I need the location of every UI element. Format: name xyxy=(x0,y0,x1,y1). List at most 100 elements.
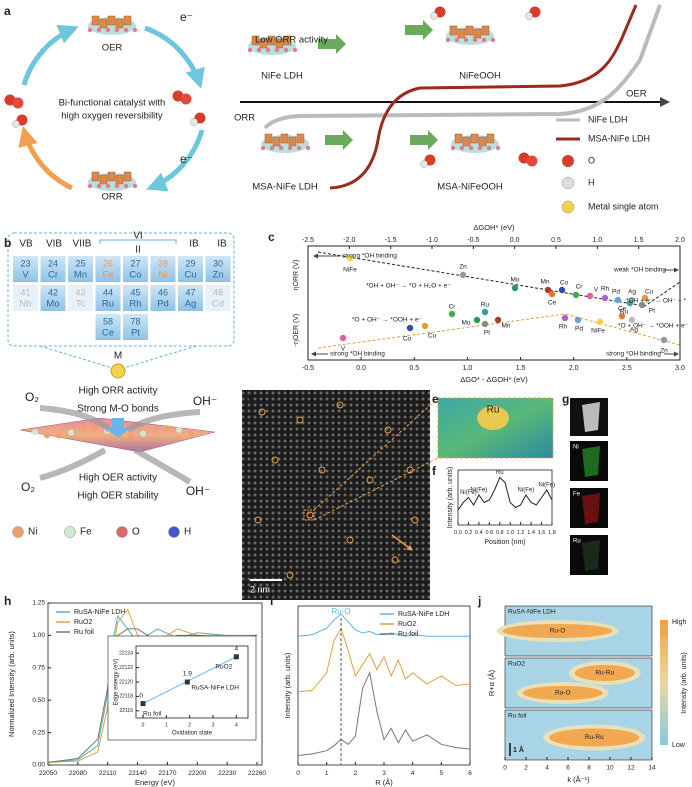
element-cell xyxy=(150,256,176,282)
label: Mo xyxy=(46,299,59,310)
element-cell xyxy=(123,314,148,340)
slab-atom xyxy=(188,430,194,437)
catalyst-atom xyxy=(114,183,120,189)
slab-atom xyxy=(80,425,86,432)
label: 22080 xyxy=(69,770,87,777)
label: Strong M-O bonds xyxy=(77,404,159,415)
catalyst-block xyxy=(115,18,124,29)
label: RuSA-NiFe LDH xyxy=(398,611,449,618)
label: RuO2 xyxy=(508,661,525,668)
label: 0.5 xyxy=(551,237,561,244)
element-point xyxy=(346,254,354,262)
eds-particle xyxy=(582,493,600,524)
panel-label: b xyxy=(4,236,11,250)
label: 28 xyxy=(158,258,168,268)
catalyst-atom xyxy=(132,27,138,33)
catalyst-atom xyxy=(283,47,289,53)
label: V xyxy=(594,287,599,294)
colorbar xyxy=(660,620,668,745)
annotation: Ni(Fe) xyxy=(518,488,535,494)
label: 24 xyxy=(48,258,58,268)
element-cell xyxy=(178,285,203,311)
element-point xyxy=(406,324,414,332)
catalyst-atom xyxy=(459,145,465,151)
label: Mo xyxy=(510,277,519,284)
label: Zn xyxy=(459,264,467,271)
slab-atom xyxy=(56,432,62,439)
catalyst-atom xyxy=(481,37,487,43)
catalyst-atom xyxy=(105,27,111,33)
element-point xyxy=(421,322,429,330)
catalyst-block xyxy=(251,35,260,46)
label: 0.8 xyxy=(496,530,504,536)
element-cell xyxy=(68,285,93,311)
label: 2 nm xyxy=(250,584,270,594)
point xyxy=(140,701,146,707)
catalyst-atom xyxy=(87,183,93,189)
catalyst-atom xyxy=(305,145,311,151)
label: -2.0 xyxy=(343,237,355,244)
label: 0 xyxy=(503,765,507,772)
curve xyxy=(263,4,662,130)
label: RuO2 xyxy=(398,621,416,628)
hydrogen xyxy=(430,12,438,20)
eds-particle xyxy=(582,446,600,477)
label: 1 xyxy=(325,770,329,777)
hydrogen xyxy=(525,12,533,20)
label: Pt xyxy=(131,328,140,339)
element-point xyxy=(601,294,609,302)
label: e⁻ xyxy=(180,10,193,24)
label: 12 xyxy=(627,765,635,772)
cycle-arrow xyxy=(144,25,205,89)
wavelet-peak xyxy=(574,665,635,681)
label: High ORR activity xyxy=(79,386,158,397)
label: -1.0 xyxy=(426,237,438,244)
label: 0.00 xyxy=(32,762,45,769)
panel-label: f xyxy=(432,464,437,478)
annotation: Ni(Fe) xyxy=(471,488,488,494)
catalyst-block xyxy=(275,38,284,49)
slab-atom xyxy=(164,425,170,432)
label: Rh xyxy=(601,286,610,293)
element-point xyxy=(574,316,582,324)
element-point xyxy=(628,316,636,324)
label: Ru-O xyxy=(555,690,571,697)
panel-label: i xyxy=(270,594,273,608)
plot-frame xyxy=(457,469,553,526)
label: Ag xyxy=(185,299,197,310)
label: 26 xyxy=(103,258,113,268)
label: 0.0 xyxy=(454,530,462,536)
element-point xyxy=(596,318,604,326)
element-point xyxy=(448,310,456,318)
label: Ru foil xyxy=(508,713,527,720)
element-cell xyxy=(40,256,66,282)
label: Ag xyxy=(630,327,638,334)
label: 22124 xyxy=(119,651,133,657)
label: Fe xyxy=(573,492,581,498)
catalyst-block xyxy=(91,171,100,182)
label: Co xyxy=(403,336,412,343)
cycle-arrow xyxy=(18,126,74,191)
panel-label: j xyxy=(477,594,481,608)
funnel xyxy=(39,345,197,369)
label: 22118 xyxy=(119,694,133,700)
label: Low ORR activity xyxy=(255,35,328,46)
catalyst-block xyxy=(283,35,292,46)
label: Metal single atom xyxy=(588,201,659,211)
catalyst-block xyxy=(462,136,471,147)
annotation: weak *OH binding xyxy=(613,267,666,274)
label: -0.5 xyxy=(467,237,479,244)
catalyst-atom xyxy=(472,37,478,43)
label: ORR xyxy=(101,192,122,203)
label: e⁻ xyxy=(180,152,193,166)
element-point xyxy=(494,316,502,324)
hydrogen xyxy=(420,160,428,168)
catalyst-atom xyxy=(468,145,474,151)
axis-title: R+α (Å) xyxy=(487,669,496,696)
slab-atom xyxy=(176,426,182,433)
catalyst-block xyxy=(115,174,124,185)
label: 1.5 xyxy=(516,365,526,372)
label: V xyxy=(22,270,29,281)
label: 0.75 xyxy=(32,665,45,672)
catalyst-atom xyxy=(87,27,93,33)
